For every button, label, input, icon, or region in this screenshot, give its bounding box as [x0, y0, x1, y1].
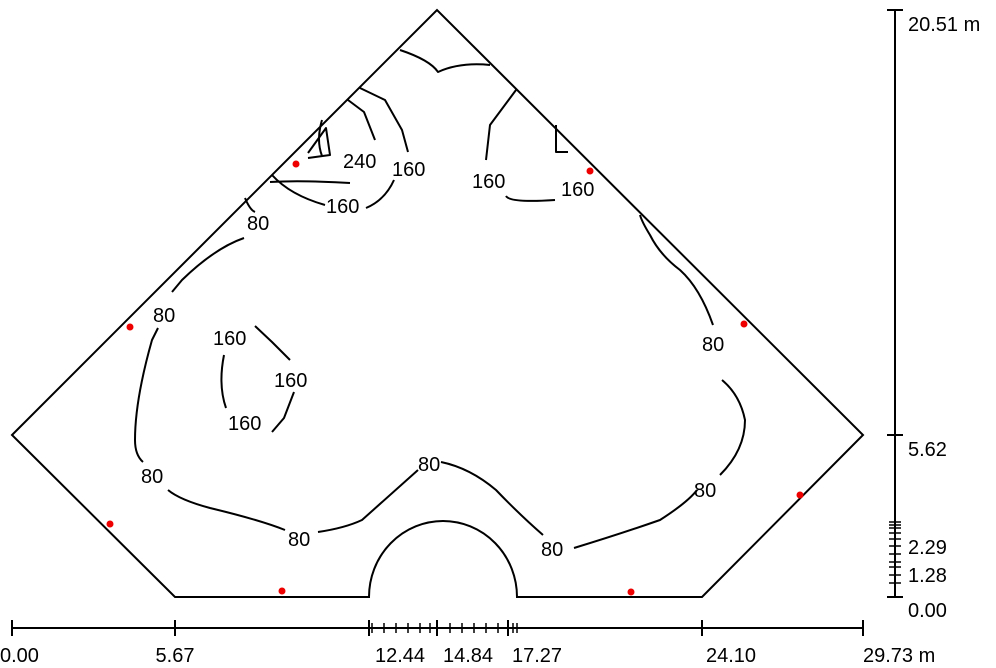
x-tick-label: 29.73 m [863, 645, 935, 667]
room-outline [10, 8, 865, 598]
contour-line [220, 354, 227, 409]
contour-line [271, 174, 326, 206]
y-tick-label: 0.00 [908, 600, 947, 622]
y-tick-label: 1.28 [908, 565, 947, 587]
contour-label: 80 [702, 334, 724, 356]
contour-label: 160 [274, 370, 307, 392]
contour-line [307, 127, 331, 159]
contour-label: 80 [288, 529, 310, 551]
x-axis-labels: 0.00 5.67 12.44 14.84 17.27 24.10 29.73 … [0, 645, 935, 667]
contour-label: 80 [247, 213, 269, 235]
contour-line [271, 391, 295, 433]
x-tick-label: 14.84 [443, 645, 493, 667]
luminaire-marker [292, 160, 300, 168]
contour-line [505, 195, 556, 202]
contour-label: 80 [153, 305, 175, 327]
luminaire-marker [627, 588, 635, 596]
x-tick-label: 5.67 [156, 645, 195, 667]
luminaire-marker [586, 167, 594, 175]
luminaire-marker [106, 520, 114, 528]
y-tick-label: 2.29 [908, 537, 947, 559]
contour-line [254, 325, 291, 361]
contour-line [365, 179, 395, 209]
y-axis-labels: 20.51 m 5.62 2.29 1.28 0.00 [908, 14, 980, 622]
contour-label: 160 [561, 179, 594, 201]
luminaire-marker [796, 491, 804, 499]
contour-line [485, 89, 517, 161]
y-tick-label: 20.51 m [908, 14, 980, 36]
contour-line [555, 125, 568, 153]
y-dimension-axis [887, 9, 903, 598]
x-tick-label: 17.27 [512, 645, 562, 667]
contour-line [244, 197, 256, 213]
luminaire-marker [740, 320, 748, 328]
contour-line [269, 180, 351, 184]
contour-label: 160 [213, 328, 246, 350]
contour-label: 80 [141, 466, 163, 488]
contour-line [399, 49, 491, 73]
contour-label: 240 [343, 151, 376, 173]
x-tick-label: 24.10 [706, 645, 756, 667]
contour-label: 80 [541, 539, 563, 561]
contour-line [134, 214, 746, 549]
luminaires [106, 160, 804, 596]
isolux-contours [134, 49, 746, 549]
luminaire-marker [278, 587, 286, 595]
contour-labels: 240 160 160 160 160 80 80 80 80 160 160 … [141, 151, 724, 561]
contour-label: 80 [694, 480, 716, 502]
luminaire-marker [126, 323, 134, 331]
contour-label: 160 [228, 413, 261, 435]
contour-label: 160 [326, 196, 359, 218]
contour-label: 80 [418, 454, 440, 476]
contour-line [359, 87, 409, 153]
x-tick-label: 0.00 [0, 645, 39, 667]
contour-line [347, 99, 376, 141]
x-tick-label: 12.44 [375, 645, 425, 667]
x-dimension-axis [11, 620, 864, 636]
contour-label: 160 [472, 171, 505, 193]
y-tick-label: 5.62 [908, 439, 947, 461]
contour-label: 160 [392, 159, 425, 181]
contour-line [318, 119, 323, 157]
